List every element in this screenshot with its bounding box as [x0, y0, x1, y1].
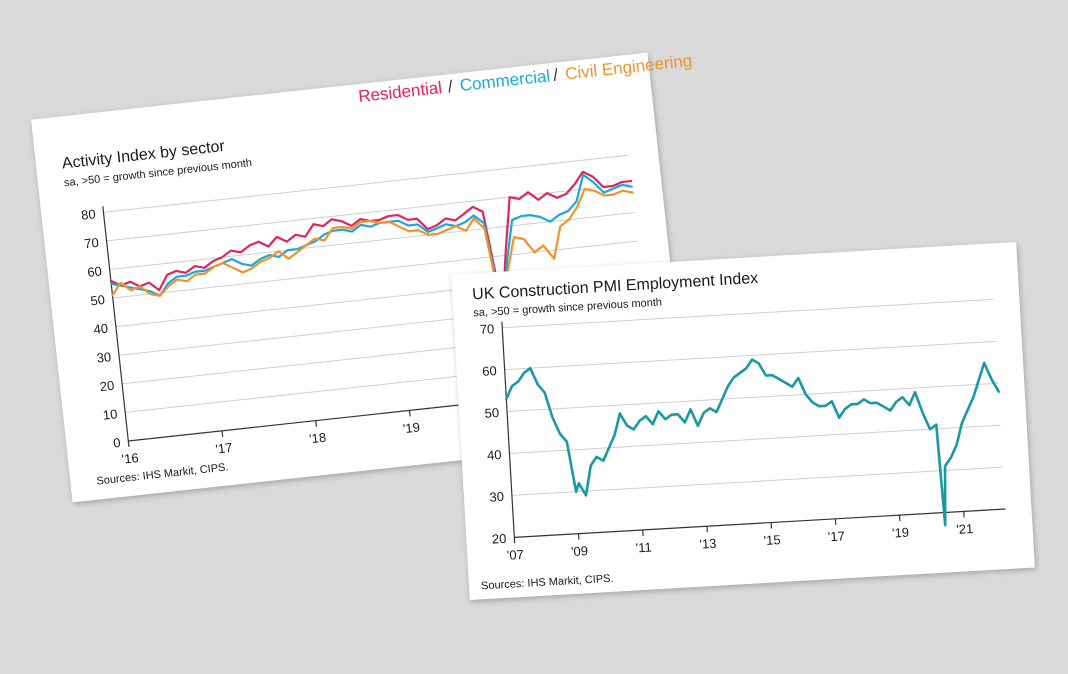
y-tick-label: 70: [83, 235, 99, 251]
legend-commercial: Commercial: [459, 66, 551, 95]
y-axis-ticks: 0 10 20 30 40 50 60 70 80: [80, 206, 121, 451]
series-line-2: [111, 187, 634, 327]
x-tick-mark: [221, 430, 224, 437]
chart-legend: Residential / Commercial / Civil Enginee…: [357, 51, 693, 106]
x-axis-ticks: '07 '09 '11 '13 '15 '17 '19 '21: [506, 511, 974, 563]
x-tick-label: '19: [402, 419, 420, 436]
legend-civil-engineering: Civil Engineering: [564, 51, 693, 84]
y-tick-label: 60: [87, 263, 103, 279]
x-tick-label: '18: [308, 430, 326, 447]
y-axis-ticks: 20 30 40 50 60 70: [479, 321, 506, 546]
gridline: [502, 298, 994, 329]
x-tick-mark: [315, 420, 318, 427]
gridline: [106, 183, 632, 242]
x-tick-label: '17: [827, 528, 845, 544]
employment-index-chart: UK Construction PMI Employment Index sa,…: [472, 270, 1006, 593]
x-axis-line: [514, 508, 1006, 538]
activity-index-card: Activity Index by sector sa, >50 = growt…: [31, 51, 693, 503]
y-tick-label: 50: [484, 405, 499, 421]
y-tick-label: 70: [479, 321, 494, 337]
activity-index-chart: Activity Index by sector sa, >50 = growt…: [61, 51, 693, 488]
y-tick-label: 30: [96, 349, 112, 365]
y-tick-label: 30: [489, 489, 504, 505]
series-line-1: [110, 173, 633, 315]
series-lines: [505, 358, 1001, 527]
y-tick-label: 20: [99, 378, 115, 394]
x-tick-label: '19: [892, 525, 910, 541]
x-tick-label: '07: [506, 547, 524, 563]
gridline: [109, 211, 635, 270]
gridline: [507, 382, 999, 413]
y-tick-label: 20: [491, 531, 506, 547]
x-tick-label: '13: [699, 536, 717, 552]
gridline: [511, 466, 1004, 496]
gridlines: [501, 298, 1006, 538]
y-tick-label: 0: [112, 435, 121, 451]
y-tick-label: 80: [80, 206, 96, 222]
x-tick-label: '09: [571, 543, 589, 559]
x-tick-label: '21: [956, 521, 974, 537]
gridline: [504, 340, 996, 371]
employment-index-card: UK Construction PMI Employment Index sa,…: [451, 241, 1035, 601]
y-tick-label: 40: [93, 321, 109, 337]
x-tick-label: '15: [763, 532, 781, 548]
chart-source: Sources: IHS Markit, CIPS.: [481, 573, 614, 593]
legend-separator: /: [447, 77, 454, 96]
y-axis-line: [102, 206, 129, 442]
series-lines: [109, 170, 634, 327]
chart-source: Sources: IHS Markit, CIPS.: [96, 461, 229, 487]
x-tick-label: '16: [121, 450, 139, 467]
x-tick-mark: [127, 440, 130, 448]
x-axis-ticks: '16 '17 '18 '19: [121, 410, 421, 467]
gridline: [103, 154, 629, 213]
gridline: [509, 424, 1001, 454]
y-tick-label: 40: [487, 447, 502, 463]
y-tick-label: 10: [102, 406, 118, 422]
x-tick-mark: [408, 410, 411, 417]
series-line-0: [505, 358, 1001, 527]
gridline: [112, 240, 638, 299]
x-tick-label: '17: [215, 440, 233, 457]
y-axis-line: [501, 321, 515, 538]
legend-separator: /: [552, 65, 559, 84]
legend-residential: Residential: [357, 78, 443, 106]
y-tick-label: 60: [482, 363, 497, 379]
y-tick-label: 50: [90, 292, 106, 308]
x-tick-label: '11: [635, 539, 652, 555]
